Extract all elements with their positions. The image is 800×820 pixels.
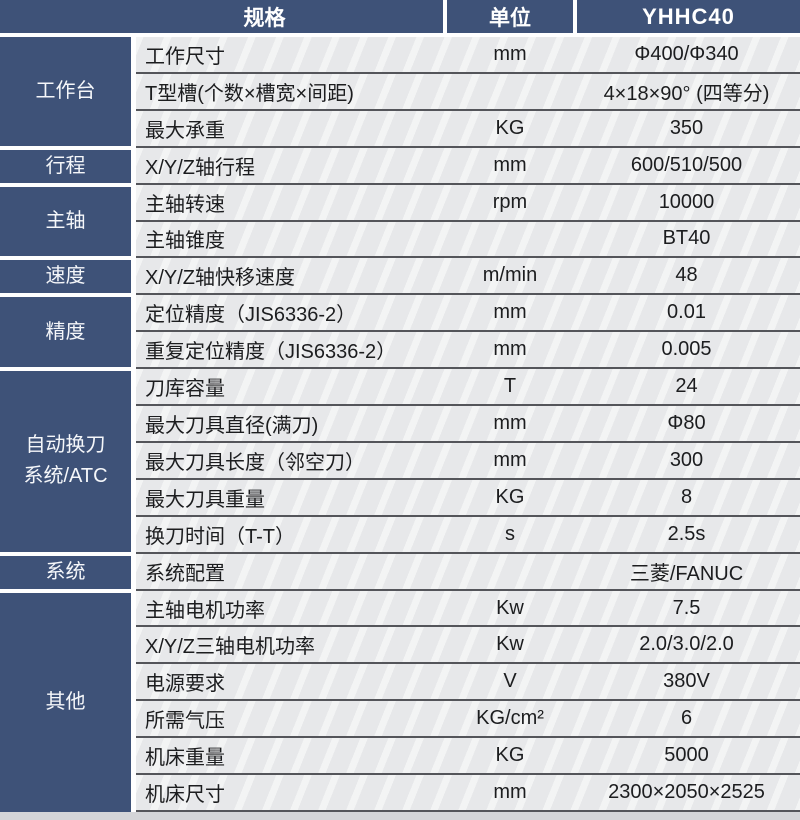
unit-cell: s: [505, 522, 515, 545]
value-cell: 2.0/3.0/2.0: [639, 633, 734, 656]
value-cell: 7.5: [672, 596, 701, 619]
table-row: 换刀时间（T-T） s 2.5s: [136, 516, 800, 554]
header-spec: 规格: [0, 0, 443, 33]
table-row: 最大刀具直径(满刀) mm Φ80: [136, 406, 800, 443]
value-cell: 0.005: [661, 338, 712, 361]
spec-label-cell: X/Y/Z轴行程: [145, 156, 256, 179]
value-cell: 10000: [658, 190, 715, 213]
unit-cell: mm: [493, 301, 527, 324]
spec-label-cell: 主轴电机功率: [145, 599, 265, 622]
table-row: 定位精度（JIS6336-2） mm 0.01: [136, 295, 800, 333]
group-travel: 行程: [0, 149, 131, 183]
value-cell: Φ400/Φ340: [634, 42, 739, 65]
unit-cell: mm: [493, 448, 527, 471]
table-row: 系统配置 三菱/FANUC: [136, 553, 800, 591]
table-row: X/Y/Z轴行程 mm 600/510/500: [136, 147, 800, 185]
unit-cell: mm: [493, 42, 527, 65]
table-row: X/Y/Z轴快移速度 m/min 48: [136, 258, 800, 296]
spec-label-cell: 机床尺寸: [145, 784, 225, 807]
spec-label-cell: 电源要求: [145, 673, 225, 696]
group-worktable: 工作台: [0, 37, 131, 146]
value-cell: 2300×2050×2525: [608, 781, 765, 804]
spec-label-cell: T型槽(个数×槽宽×间距): [145, 82, 354, 105]
header-gap: [0, 33, 800, 37]
unit-cell: T: [503, 375, 517, 398]
table-row: 工作尺寸 mm Φ400/Φ340: [136, 37, 800, 74]
table-row: 最大刀具长度（邻空刀） mm 300: [136, 442, 800, 480]
spec-table-body: 工作台 行程 主轴 速度 精度 自动换刀 系统/ATC 系统 其他 工作尺寸 m…: [0, 37, 800, 812]
value-cell: 0.01: [667, 301, 706, 324]
table-row: 电源要求 V 380V: [136, 664, 800, 702]
value-cell: 600/510/500: [630, 153, 743, 176]
unit-cell: KG/cm²: [476, 707, 544, 730]
spec-label-cell: 刀库容量: [145, 378, 225, 401]
value-cell: 2.5s: [667, 522, 706, 545]
unit-cell: mm: [493, 153, 527, 176]
unit-cell: KG: [495, 485, 525, 508]
value-cell: 6: [680, 707, 693, 730]
unit-cell: KG: [495, 116, 525, 139]
table-row: 刀库容量 T 24: [136, 369, 800, 407]
unit-cell: rpm: [492, 190, 528, 213]
spec-label-cell: 定位精度（JIS6336-2）: [145, 304, 357, 327]
table-row: 主轴转速 rpm 10000: [136, 184, 800, 222]
table-row: 最大承重 KG 350: [136, 110, 800, 148]
group-precision: 精度: [0, 297, 131, 368]
group-spindle: 主轴: [0, 186, 131, 257]
bottom-strip: [0, 812, 800, 820]
value-cell: 48: [675, 264, 698, 287]
spec-label-cell: 换刀时间（T-T）: [145, 525, 295, 548]
header-unit: 单位: [447, 0, 573, 33]
table-row: 主轴锥度 BT40: [136, 221, 800, 259]
table-row: X/Y/Z三轴电机功率 Kw 2.0/3.0/2.0: [136, 627, 800, 665]
table-row: 最大刀具重量 KG 8: [136, 479, 800, 517]
value-cell: BT40: [662, 227, 711, 250]
unit-cell: mm: [493, 411, 527, 434]
value-cell: 5000: [664, 744, 709, 767]
table-row: 主轴电机功率 Kw 7.5: [136, 590, 800, 628]
value-cell: Φ80: [667, 411, 706, 434]
spec-label-cell: 最大刀具重量: [145, 488, 265, 511]
value-cell: 350: [669, 116, 704, 139]
unit-cell: KG: [495, 744, 525, 767]
unit-cell: Kw: [496, 596, 524, 619]
group-system: 系统: [0, 555, 131, 589]
spec-label-cell: 重复定位精度（JIS6336-2）: [145, 341, 397, 364]
table-header: 规格 单位 YHHC40: [0, 0, 800, 33]
unit-cell: mm: [493, 338, 527, 361]
header-divider: [573, 0, 577, 33]
value-cell: 4×18×90° (四等分): [603, 82, 770, 105]
spec-label-cell: 工作尺寸: [145, 45, 225, 68]
spec-label-cell: X/Y/Z三轴电机功率: [145, 636, 316, 659]
value-cell: 380V: [663, 670, 710, 693]
spec-label-cell: 最大刀具长度（邻空刀）: [145, 451, 365, 474]
spec-label-cell: 系统配置: [145, 562, 225, 585]
group-atc: 自动换刀 系统/ATC: [0, 371, 131, 552]
spec-label-cell: 最大刀具直径(满刀): [145, 414, 319, 437]
spec-label-cell: 主轴锥度: [145, 230, 225, 253]
unit-cell: mm: [493, 781, 527, 804]
value-cell: 300: [669, 448, 704, 471]
header-divider: [443, 0, 447, 33]
unit-cell: Kw: [496, 633, 524, 656]
table-row: T型槽(个数×槽宽×间距) 4×18×90° (四等分): [136, 73, 800, 111]
spec-label-cell: 主轴转速: [145, 193, 225, 216]
value-cell: 三菱/FANUC: [629, 562, 744, 585]
spec-label-cell: X/Y/Z轴快移速度: [145, 267, 296, 290]
spec-label-cell: 所需气压: [145, 710, 225, 733]
group-speed: 速度: [0, 260, 131, 294]
header-model: YHHC40: [577, 0, 800, 33]
table-row: 所需气压 KG/cm² 6: [136, 701, 800, 739]
unit-cell: V: [503, 670, 517, 693]
table-row: 机床尺寸 mm 2300×2050×2525: [136, 775, 800, 812]
value-cell: 24: [675, 375, 698, 398]
group-other: 其他: [0, 592, 131, 812]
value-cell: 8: [680, 485, 693, 508]
spec-label-cell: 最大承重: [145, 119, 225, 142]
unit-cell: m/min: [482, 264, 538, 287]
table-row: 机床重量 KG 5000: [136, 738, 800, 776]
table-row: 重复定位精度（JIS6336-2） mm 0.005: [136, 332, 800, 370]
spec-label-cell: 机床重量: [145, 747, 225, 770]
